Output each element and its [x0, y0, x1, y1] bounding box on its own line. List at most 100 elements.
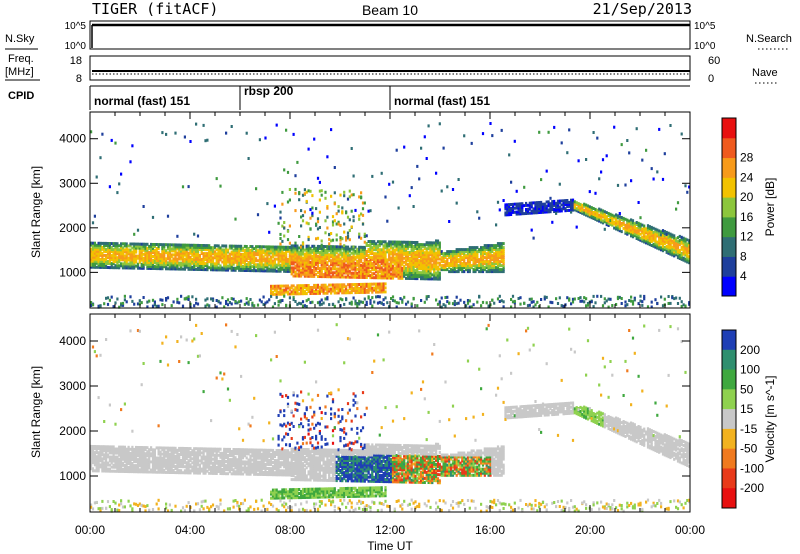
data-cell — [526, 211, 530, 215]
data-cell — [286, 249, 290, 253]
data-cell — [292, 288, 295, 292]
data-cell — [470, 305, 473, 309]
data-cell — [120, 248, 123, 252]
data-cell — [153, 267, 156, 270]
data-cell — [661, 177, 665, 181]
data-cell — [189, 267, 192, 271]
data-cell — [99, 156, 102, 160]
data-cell — [360, 267, 363, 271]
data-cell — [371, 262, 374, 266]
data-cell — [215, 256, 218, 260]
data-cell — [316, 217, 320, 221]
data-cell — [99, 261, 102, 265]
data-cell — [202, 254, 205, 258]
data-cell — [673, 236, 676, 240]
data-cell — [388, 256, 391, 260]
data-cell — [172, 263, 175, 267]
data-cell — [331, 283, 335, 287]
data-cell — [136, 464, 140, 468]
data-cell — [397, 256, 400, 260]
data-cell — [271, 284, 275, 288]
data-cell — [663, 297, 666, 301]
data-cell — [656, 234, 659, 238]
data-cell — [180, 265, 183, 269]
data-cell — [348, 287, 351, 291]
data-cell — [435, 251, 438, 255]
data-cell — [193, 247, 196, 251]
data-cell — [380, 248, 383, 252]
data-cell — [466, 301, 470, 305]
data-cell — [397, 250, 400, 254]
data-cell — [195, 122, 198, 126]
data-cell — [161, 131, 164, 135]
data-cell — [300, 302, 303, 306]
data-cell — [592, 213, 595, 216]
data-cell — [339, 223, 342, 227]
data-cell — [472, 258, 475, 262]
data-cell — [354, 285, 357, 288]
data-cell — [153, 265, 156, 268]
data-cell — [208, 254, 211, 258]
data-cell — [318, 245, 321, 248]
data-cell — [483, 250, 486, 254]
data-cell — [378, 260, 381, 264]
data-cell — [264, 301, 267, 305]
data-cell — [270, 263, 273, 267]
data-cell — [343, 259, 346, 263]
data-cell — [296, 250, 299, 254]
data-cell — [525, 201, 528, 205]
data-cell — [110, 455, 113, 459]
data-cell — [421, 255, 425, 259]
data-cell — [316, 254, 320, 258]
data-cell — [193, 259, 196, 263]
data-cell — [598, 217, 601, 221]
data-cell — [360, 245, 363, 249]
data-cell — [189, 249, 192, 253]
data-cell — [318, 198, 321, 202]
data-cell — [144, 254, 147, 258]
data-cell — [264, 253, 267, 257]
data-cell — [183, 249, 186, 253]
data-cell — [103, 245, 106, 249]
data-cell — [307, 266, 310, 270]
data-cell — [324, 190, 327, 194]
data-cell — [354, 208, 357, 212]
data-cell — [322, 289, 325, 293]
data-cell — [320, 239, 323, 243]
data-cell — [316, 267, 320, 270]
data-cell — [643, 226, 646, 230]
data-cell — [493, 266, 496, 270]
data-cell — [350, 261, 353, 265]
data-cell — [412, 261, 415, 264]
data-cell — [388, 276, 391, 280]
data-cell — [110, 457, 113, 461]
data-cell — [281, 202, 284, 206]
data-cell — [500, 256, 503, 260]
data-cell — [421, 275, 425, 279]
data-cell — [326, 275, 329, 279]
data-cell — [290, 260, 293, 264]
data-cell — [159, 243, 162, 247]
data-cell — [466, 264, 470, 268]
data-cell — [438, 275, 441, 279]
data-cell — [468, 264, 471, 268]
data-cell — [144, 466, 147, 470]
data-cell — [142, 462, 145, 466]
data-cell — [151, 251, 155, 254]
data-cell — [341, 253, 344, 257]
data-cell — [534, 205, 537, 209]
nsky-tick-top: 10^5 — [65, 21, 87, 32]
data-cell — [303, 290, 306, 294]
data-cell — [637, 223, 640, 227]
data-cell — [571, 297, 575, 301]
data-cell — [103, 449, 106, 453]
data-cell — [226, 260, 230, 264]
data-cell — [255, 247, 258, 251]
data-cell — [151, 263, 155, 266]
data-cell — [303, 304, 306, 308]
data-cell — [180, 267, 183, 271]
data-cell — [455, 248, 458, 252]
data-cell — [341, 261, 344, 265]
data-cell — [121, 248, 125, 252]
